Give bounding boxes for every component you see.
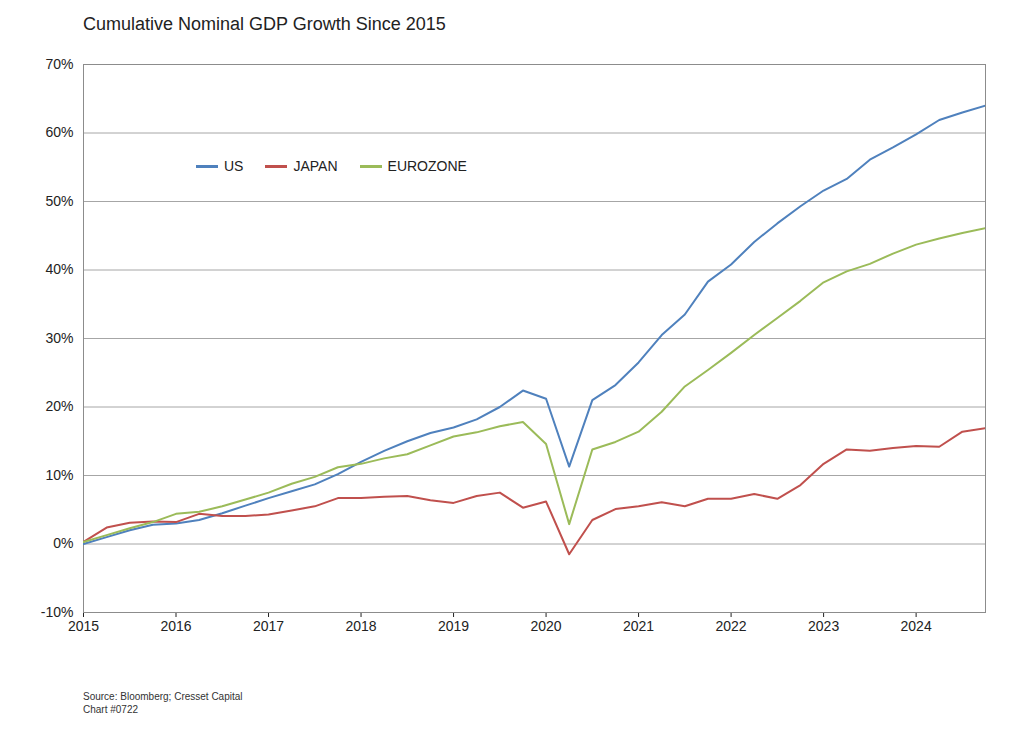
- svg-text:2023: 2023: [808, 618, 839, 634]
- svg-text:2022: 2022: [716, 618, 747, 634]
- html-text:EUROZONE: EUROZONE: [387, 158, 467, 174]
- svg-text:2015: 2015: [68, 618, 99, 634]
- svg-text:30%: 30%: [45, 330, 73, 346]
- svg-text:2018: 2018: [345, 618, 376, 634]
- svg-text:70%: 70%: [45, 56, 73, 72]
- html-text:Cumulative Nominal GDP Growth: Cumulative Nominal GDP Growth Since 2015: [83, 14, 446, 34]
- svg-text:50%: 50%: [45, 193, 73, 209]
- svg-text:2019: 2019: [438, 618, 469, 634]
- html-text:US: US: [224, 158, 244, 174]
- svg-text:2017: 2017: [253, 618, 284, 634]
- svg-text:2016: 2016: [160, 618, 191, 634]
- html-text:JAPAN: JAPAN: [293, 158, 338, 174]
- svg-text:2020: 2020: [530, 618, 561, 634]
- svg-text:40%: 40%: [45, 261, 73, 277]
- svg-text:20%: 20%: [45, 398, 73, 414]
- svg-text:-10%: -10%: [40, 604, 74, 620]
- svg-text:60%: 60%: [45, 124, 73, 140]
- svg-text:10%: 10%: [45, 467, 73, 483]
- html-text:Chart #0722: Chart #0722: [83, 704, 138, 715]
- svg-text:2021: 2021: [623, 618, 654, 634]
- html-text:Source: Bloomberg; Cresset Cap: Source: Bloomberg; Cresset Capital: [83, 691, 243, 702]
- svg-text:2024: 2024: [901, 618, 932, 634]
- svg-text:0%: 0%: [53, 535, 73, 551]
